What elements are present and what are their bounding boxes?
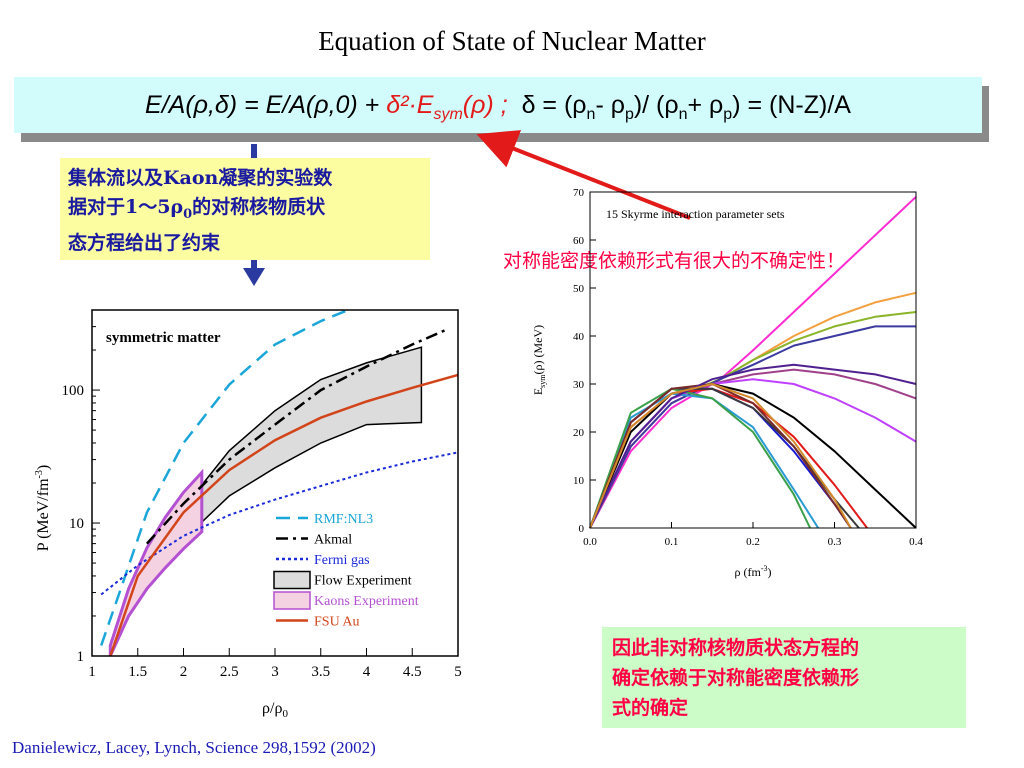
skyrme-curve-14 bbox=[589, 363, 917, 529]
sym-subscript: sym bbox=[433, 106, 463, 123]
x-tick-label: 0.0 bbox=[583, 536, 597, 548]
series-fsu-au bbox=[109, 373, 459, 657]
skyrme-curve-12 bbox=[589, 387, 811, 529]
sub-n1: n bbox=[586, 106, 596, 123]
pressure-chart-annotation: symmetric matter bbox=[106, 330, 221, 346]
y-tick-label: 100 bbox=[62, 383, 85, 399]
skyrme-curve-7 bbox=[589, 383, 917, 529]
x-tick-label: 0.4 bbox=[909, 536, 923, 548]
sub-n2: n bbox=[678, 106, 688, 123]
x-tick-label: 4 bbox=[363, 664, 371, 680]
delta-def: δ = (ρ bbox=[521, 91, 587, 119]
equation-sym-term: δ²·Esym(ρ) ; bbox=[386, 91, 508, 123]
note-conclusion: 因此非对称核物质状态方程的 确定依赖于对称能密度依赖形 式的确定 bbox=[602, 627, 966, 728]
delta-mid2: )/ (ρ bbox=[633, 91, 679, 119]
y-tick-label: 10 bbox=[573, 475, 585, 487]
legend-swatch bbox=[273, 570, 311, 590]
note3-line3: 式的确定 bbox=[612, 697, 689, 719]
sym-arg: (ρ) ; bbox=[462, 91, 508, 119]
x-tick-label: 3 bbox=[271, 664, 279, 680]
legend-label: RMF:NL3 bbox=[314, 512, 373, 527]
delta-definition: δ = (ρn- ρp)/ (ρn+ ρp) = (N-Z)/A bbox=[521, 91, 851, 123]
legend-label: Flow Experiment bbox=[314, 574, 412, 589]
note1-line1: 集体流以及Kaon凝聚的实验数 bbox=[68, 167, 333, 189]
note1-sub0: 0 bbox=[183, 206, 193, 222]
series-rmf-nl3 bbox=[100, 308, 349, 646]
y-tick-label: 1 bbox=[77, 649, 85, 665]
x-tick-label: 2 bbox=[180, 664, 188, 680]
equation-box: E/A(ρ,δ) = E/A(ρ,0) + δ²·Esym(ρ) ; δ = (… bbox=[14, 77, 982, 133]
sym-term-main: δ²·E bbox=[386, 91, 434, 119]
series-fermi-gas bbox=[100, 451, 459, 596]
y-tick-label: 30 bbox=[573, 379, 585, 391]
skyrme-curve-4 bbox=[589, 325, 916, 529]
symmetry-chart-annotation: 15 Skyrme interaction parameter sets bbox=[606, 207, 785, 221]
pressure-chart-ylabel: P (MeV/fm-3) bbox=[34, 465, 52, 551]
symmetry-energy-chart: 0.0 0.1 0.2 0.3 0.4 0 10 20 30 40 50 60 70 15 Skyrme… bbox=[531, 187, 923, 579]
skyrme-curve-13 bbox=[589, 383, 852, 529]
legend-label: Akmal bbox=[314, 533, 352, 548]
legend-label: FSU Au bbox=[314, 615, 360, 630]
delta-mid1: - ρ bbox=[595, 91, 625, 119]
flow-arrow-head bbox=[243, 268, 265, 286]
x-tick-label: 3.5 bbox=[311, 664, 330, 680]
skyrme-curve-1 bbox=[589, 196, 917, 529]
x-tick-label: 1 bbox=[88, 664, 96, 680]
sub-p2: p bbox=[723, 106, 733, 123]
equation-lhs: E/A(ρ,δ) = E/A(ρ,0) + bbox=[145, 91, 387, 119]
x-tick-label: 0.2 bbox=[746, 536, 760, 548]
flow-arrow-shaft bbox=[251, 260, 257, 270]
y-tick-label: 60 bbox=[573, 235, 585, 247]
skyrme-curve-6 bbox=[589, 378, 917, 529]
sub-p1: p bbox=[624, 106, 634, 123]
x-tick-label: 0.3 bbox=[828, 536, 842, 548]
note3-line1: 因此非对称核物质状态方程的 bbox=[612, 637, 860, 659]
band-flow-experiment bbox=[182, 346, 423, 542]
note-constraints: 集体流以及Kaon凝聚的实验数 据对于1～5ρ0的对称核物质状态方程给出了约束 bbox=[60, 158, 430, 260]
delta-end: ) = (N-Z)/A bbox=[732, 91, 851, 119]
flow-arrow-top bbox=[251, 144, 257, 158]
note1-line2b: 的对称核物质状 bbox=[192, 196, 326, 218]
y-tick-label: 50 bbox=[573, 283, 585, 295]
slide-title: Equation of State of Nuclear Matter bbox=[318, 26, 706, 56]
y-tick-label: 40 bbox=[573, 331, 585, 343]
equation-text: E/A(ρ,δ) = E/A(ρ,0) + δ²·Esym(ρ) ; δ = (… bbox=[14, 77, 982, 133]
pressure-chart-xlabel: ρ/ρ0 bbox=[262, 700, 288, 720]
series-akmal bbox=[145, 327, 450, 545]
citation: Danielewicz, Lacey, Lynch, Science 298,1… bbox=[12, 738, 376, 757]
delta-mid3: + ρ bbox=[687, 91, 724, 119]
pressure-chart: 1 1.5 2 2.5 3 3.5 4 4.5 5 1 10 100 symmetric matter… bbox=[34, 308, 462, 720]
skyrme-curve-15 bbox=[589, 383, 852, 529]
note1-line3: 态方程给出了约束 bbox=[68, 231, 221, 254]
x-tick-label: 2.5 bbox=[220, 664, 239, 680]
x-tick-label: 4.5 bbox=[403, 664, 422, 680]
symmetry-chart-ylabel: Esym(ρ) (MeV) bbox=[531, 325, 547, 395]
note3-line2: 确定依赖于对称能密度依赖形 bbox=[612, 667, 860, 689]
legend-swatch bbox=[273, 591, 311, 610]
y-tick-label: 0 bbox=[579, 523, 585, 535]
red-arrow bbox=[476, 130, 691, 220]
legend-label: Kaons Experiment bbox=[314, 594, 419, 609]
y-tick-label: 20 bbox=[573, 427, 585, 439]
note-uncertainty: 对称能密度依赖形式有很大的不确定性！ bbox=[503, 250, 846, 272]
x-tick-label: 1.5 bbox=[128, 664, 147, 680]
legend-label: Fermi gas bbox=[314, 553, 370, 568]
x-tick-label: 5 bbox=[454, 664, 462, 680]
x-tick-label: 0.1 bbox=[665, 536, 679, 548]
symmetry-chart-xlabel: ρ (fm-3) bbox=[735, 564, 772, 579]
y-tick-label: 10 bbox=[69, 516, 84, 532]
y-tick-label: 70 bbox=[573, 187, 585, 199]
note1-line2a: 据对于1～5ρ bbox=[68, 196, 184, 218]
